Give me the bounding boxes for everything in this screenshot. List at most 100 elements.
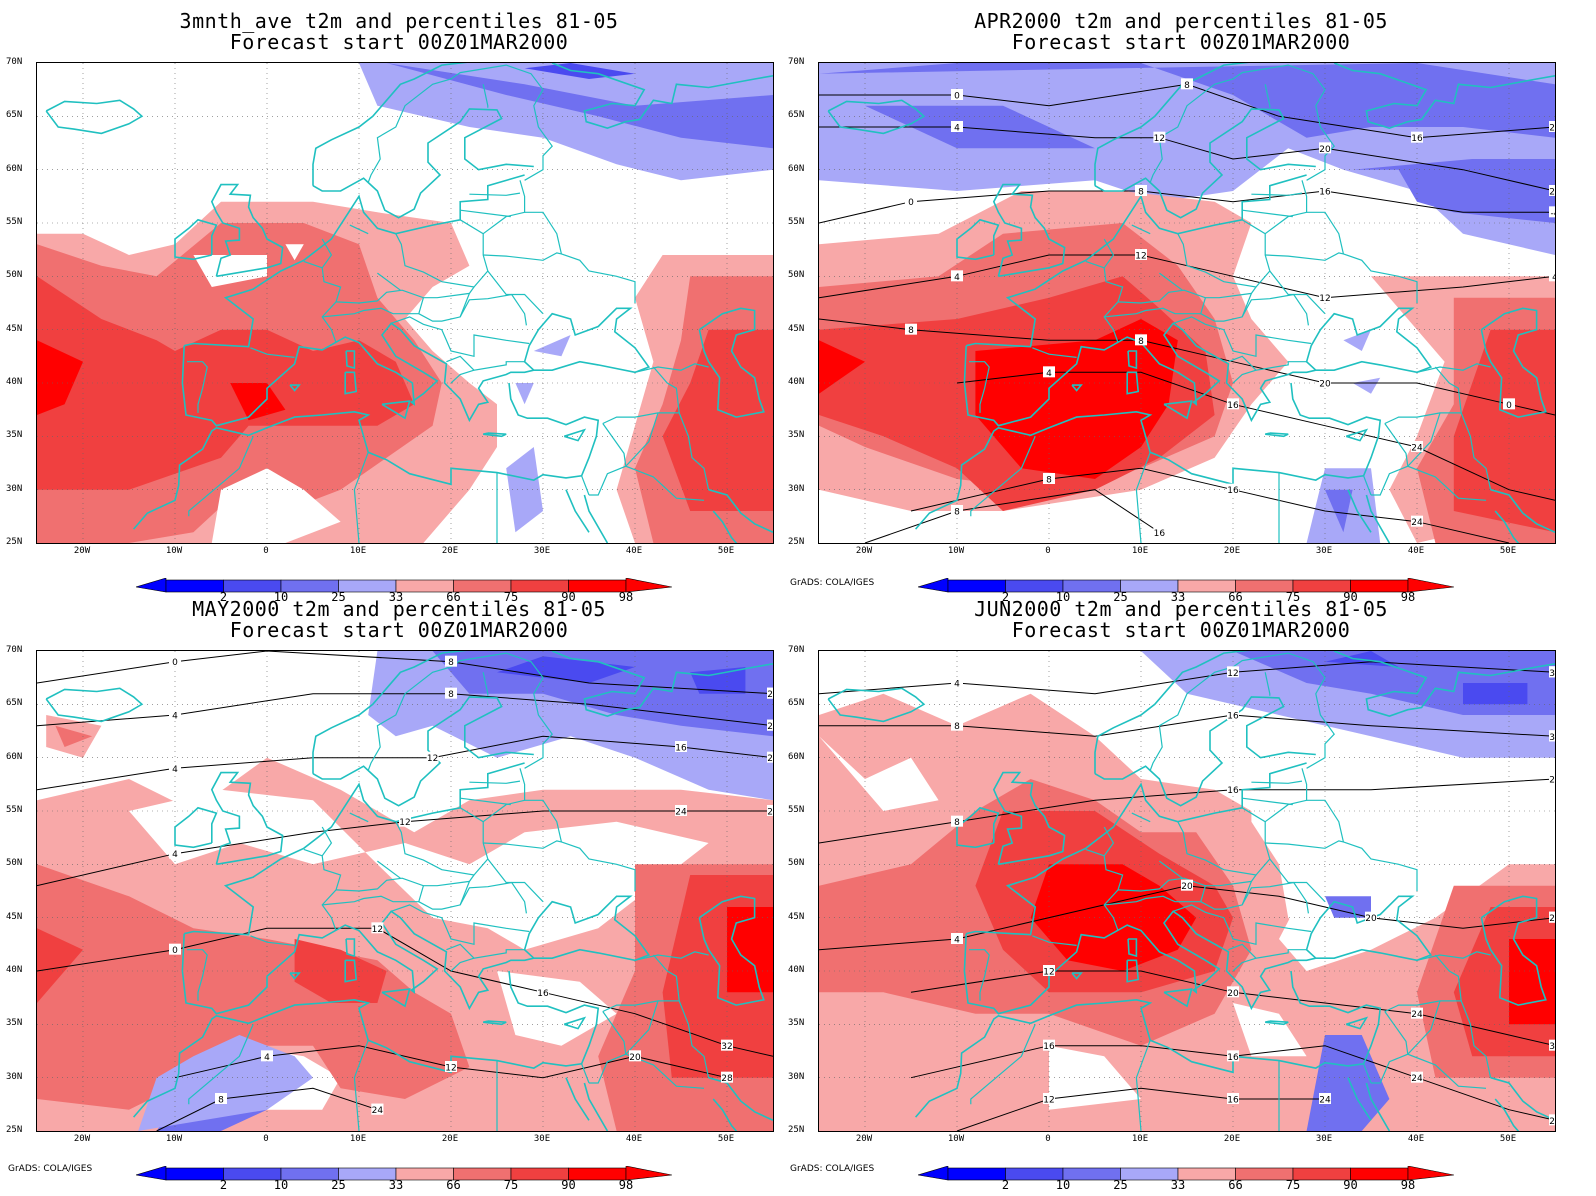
coastline bbox=[289, 384, 301, 392]
country-border bbox=[483, 252, 636, 303]
coastline bbox=[966, 174, 1307, 348]
contour-label: 0 bbox=[1503, 398, 1515, 411]
svg-text:28: 28 bbox=[767, 754, 773, 764]
svg-text:8: 8 bbox=[1046, 476, 1052, 486]
coastline bbox=[565, 1077, 590, 1121]
colorbar bbox=[918, 1166, 1454, 1184]
coastline bbox=[1126, 959, 1140, 983]
coastline bbox=[45, 99, 144, 135]
colorbar-label: 98 bbox=[618, 590, 634, 604]
country-border bbox=[187, 361, 208, 413]
colorbar-label: 90 bbox=[1343, 590, 1358, 604]
contour-label: 20 bbox=[767, 805, 773, 818]
country-border bbox=[1085, 260, 1124, 343]
contour-label: 4 bbox=[169, 847, 181, 860]
anomaly-region bbox=[1352, 377, 1381, 394]
country-border bbox=[367, 64, 553, 183]
coastline bbox=[1127, 350, 1138, 370]
country-border bbox=[469, 192, 521, 196]
svg-text:24: 24 bbox=[372, 1106, 384, 1116]
svg-text:0: 0 bbox=[908, 198, 914, 208]
svg-text:12: 12 bbox=[399, 818, 410, 828]
country-border bbox=[1228, 943, 1307, 959]
contour-line bbox=[910, 1045, 1555, 1121]
coastline bbox=[1365, 1082, 1391, 1131]
country-border bbox=[602, 366, 680, 425]
coastline bbox=[312, 63, 468, 186]
lon-tick-label: 10W bbox=[165, 1134, 183, 1144]
coastline bbox=[483, 432, 507, 438]
country-border bbox=[1460, 412, 1492, 490]
colorbar-label: 10 bbox=[273, 590, 289, 604]
panel-title: APR2000 t2m and percentiles 81-05 bbox=[974, 9, 1388, 33]
country-border bbox=[1200, 293, 1252, 322]
contour-label: 4 bbox=[1043, 366, 1055, 379]
country-border bbox=[1032, 935, 1077, 946]
country-border bbox=[450, 957, 475, 972]
contour-label: 20 bbox=[1319, 377, 1331, 390]
coastline bbox=[1333, 651, 1555, 717]
lon-tick-label: 20W bbox=[855, 546, 873, 556]
svg-text:24: 24 bbox=[1411, 1010, 1423, 1020]
country-border bbox=[1205, 286, 1257, 299]
coastline bbox=[210, 183, 284, 278]
country-border bbox=[353, 1040, 369, 1131]
contour-label: 4 bbox=[169, 762, 181, 775]
country-border bbox=[1173, 904, 1312, 946]
contour-label: 4 bbox=[169, 709, 181, 722]
contour-line bbox=[37, 651, 773, 695]
country-border bbox=[1232, 957, 1257, 972]
contour-label: 0 bbox=[951, 89, 963, 102]
contour-label: 12 bbox=[1319, 291, 1331, 304]
contour-label: 12 bbox=[445, 1061, 457, 1074]
lon-tick-label: 20W bbox=[73, 1134, 91, 1144]
lat-tick-label: 40N bbox=[788, 377, 805, 387]
contour-line bbox=[819, 885, 1555, 951]
coastline bbox=[45, 687, 144, 723]
country-border bbox=[1460, 1000, 1492, 1078]
contour-label: 0 bbox=[169, 655, 181, 668]
country-border bbox=[1306, 211, 1344, 255]
lat-tick-label: 45N bbox=[788, 323, 805, 334]
coastline bbox=[708, 488, 773, 534]
coastline bbox=[827, 99, 926, 135]
map-area bbox=[36, 62, 774, 544]
country-border bbox=[188, 1024, 254, 1105]
svg-text:8: 8 bbox=[448, 658, 454, 668]
country-border bbox=[482, 768, 526, 823]
contour-label: 12 bbox=[371, 922, 384, 935]
lon-tick-label: 20E bbox=[1223, 546, 1241, 556]
coastline bbox=[1494, 1098, 1520, 1131]
svg-text:12: 12 bbox=[1043, 1096, 1054, 1106]
svg-text:8: 8 bbox=[954, 818, 960, 828]
lat-tick-label: 30N bbox=[788, 1071, 805, 1082]
lat-tick-label: 60N bbox=[788, 163, 805, 174]
lat-tick-label: 60N bbox=[6, 163, 23, 174]
svg-text:12: 12 bbox=[1135, 252, 1146, 262]
country-border bbox=[1200, 881, 1252, 910]
svg-text:20: 20 bbox=[629, 1053, 641, 1063]
contour-label: 8 bbox=[1043, 473, 1055, 486]
colorbar-label: 98 bbox=[1400, 590, 1416, 604]
lon-tick-label: 40E bbox=[625, 546, 643, 556]
colorbar-svg bbox=[136, 1166, 672, 1181]
contour-label: 32 bbox=[1549, 730, 1555, 743]
coastline bbox=[345, 350, 356, 370]
anomaly-region bbox=[727, 907, 773, 993]
contour-label: 4 bbox=[951, 933, 963, 946]
colorbar-svg bbox=[918, 1166, 1454, 1181]
contour-label: 8 bbox=[1135, 334, 1147, 347]
coastline bbox=[1365, 494, 1391, 543]
contour-label: 20 bbox=[1181, 879, 1193, 892]
contour-line bbox=[156, 1087, 378, 1131]
country-border bbox=[418, 881, 470, 910]
contour-line bbox=[819, 714, 1555, 737]
country-border bbox=[1135, 452, 1151, 543]
contour-label: 24 bbox=[1319, 1093, 1331, 1106]
country-border bbox=[322, 289, 425, 318]
coastline bbox=[483, 1020, 507, 1026]
contour-label: 8 bbox=[951, 815, 963, 828]
svg-text:12: 12 bbox=[427, 754, 438, 764]
lat-tick-label: 50N bbox=[788, 858, 805, 869]
country-border bbox=[589, 1011, 627, 1084]
